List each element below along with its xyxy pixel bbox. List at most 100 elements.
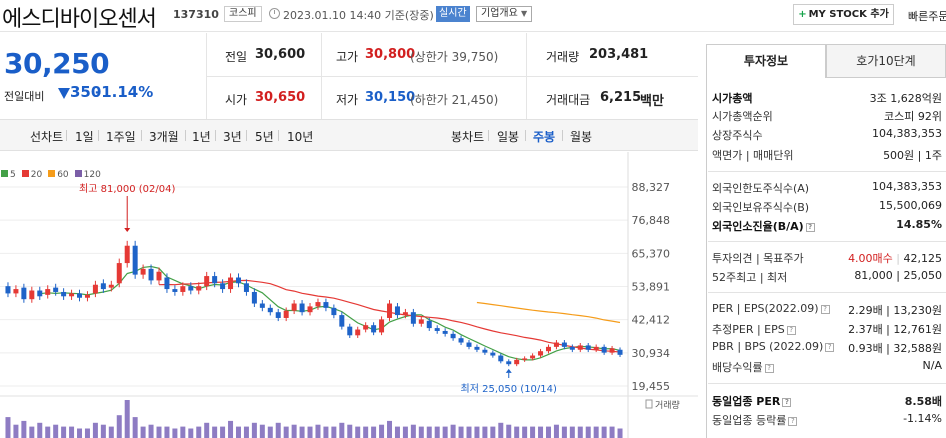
- volume-bar: [164, 426, 170, 438]
- lower-limit: (하한가 21,450): [410, 93, 499, 107]
- tab-hoga[interactable]: 호가10단계: [826, 44, 946, 78]
- candle-body: [148, 268, 154, 281]
- tab-weekly[interactable]: 주봉: [533, 130, 556, 144]
- est-per-row: 추정PER | EPS? 2.37배 | 12,761원: [712, 320, 942, 338]
- divider: [278, 130, 279, 141]
- help-icon[interactable]: ?: [786, 326, 796, 335]
- candle-body: [506, 361, 512, 365]
- volume-bar: [474, 426, 480, 438]
- candle-body: [315, 302, 321, 307]
- plus-icon: +: [798, 9, 807, 20]
- company-overview-dropdown[interactable]: 기업개요 ▼: [476, 6, 533, 22]
- quick-order-link[interactable]: 빠른주문: [908, 10, 946, 23]
- volume-bar: [577, 426, 583, 438]
- prev-close-value: 30,600: [255, 47, 306, 62]
- foreign-limit-label: 외국인한도주식수(A): [712, 182, 810, 195]
- candle-body: [339, 315, 345, 327]
- volume-bar: [100, 424, 106, 438]
- tab-1day[interactable]: 1일: [75, 130, 94, 144]
- volume-legend-box: [645, 399, 653, 409]
- candle-chart-label: 봉차트: [451, 130, 485, 144]
- volume-bar: [92, 422, 98, 438]
- volume-bar: [339, 422, 345, 438]
- candle-body: [37, 290, 43, 297]
- divider: [246, 130, 247, 141]
- help-icon[interactable]: ?: [788, 417, 798, 426]
- candle-body: [251, 291, 257, 304]
- industry-rate-row: 동일업종 등락률? -1.14%: [712, 411, 942, 429]
- open-value: 30,650: [255, 90, 306, 105]
- y-tick-label: 19,455: [632, 380, 671, 393]
- price-chart[interactable]: 88,327 76,848 65,370 53,891 42,412 30,934 19,4…: [0, 152, 698, 438]
- volume-bar: [593, 426, 599, 438]
- market-badge: 코스피: [224, 6, 262, 22]
- volume-bar: [553, 424, 559, 438]
- volume-bar: [410, 424, 416, 438]
- candle-body: [164, 277, 170, 290]
- volume-bar: [450, 424, 456, 438]
- dividend-label: 배당수익률?: [712, 359, 774, 375]
- tab-monthly[interactable]: 월봉: [570, 130, 593, 144]
- industry-rate-label: 동일업종 등락률?: [712, 412, 798, 428]
- upper-limit: (상한가 39,750): [410, 50, 499, 64]
- help-icon[interactable]: ?: [805, 223, 815, 232]
- tab-1week[interactable]: 1주일: [106, 130, 136, 144]
- help-icon[interactable]: ?: [782, 398, 792, 407]
- volume-bar: [204, 422, 210, 438]
- candle-body: [371, 325, 377, 333]
- tab-5year[interactable]: 5년: [255, 130, 274, 144]
- volume-bar: [220, 426, 226, 438]
- y-tick-label: 30,934: [632, 347, 671, 360]
- volume-bar: [561, 426, 567, 438]
- candle-body: [108, 284, 114, 288]
- candle-body: [116, 263, 122, 284]
- low-arrow: [505, 368, 512, 373]
- volume-bar: [347, 424, 353, 438]
- open-label: 시가: [225, 93, 248, 107]
- tab-10year[interactable]: 10년: [287, 130, 314, 144]
- add-mystock-button[interactable]: + MY STOCK 추가: [793, 4, 894, 25]
- volume-bar: [228, 420, 234, 438]
- market-cap-label: 시가총액: [712, 92, 753, 105]
- help-icon[interactable]: ?: [764, 364, 774, 373]
- divider: [66, 130, 67, 141]
- price-change: 350: [70, 83, 102, 101]
- divider: [525, 130, 526, 141]
- volume-bar: [490, 426, 496, 438]
- line-chart-label: 선차트: [30, 130, 64, 144]
- candle-body: [196, 286, 202, 291]
- realtime-button[interactable]: 실시간: [436, 6, 470, 22]
- tab-daily[interactable]: 일봉: [497, 130, 520, 144]
- candle-body: [418, 319, 424, 324]
- industry-rate-label-text: 동일업종 등락률: [712, 414, 787, 427]
- candle-body: [490, 352, 496, 356]
- candle-body: [617, 349, 623, 355]
- high-label: 고가: [336, 50, 359, 64]
- industry-per-label-text: 동일업종 PER: [712, 395, 781, 408]
- volume-bar: [458, 426, 464, 438]
- y-tick-label: 42,412: [632, 314, 671, 327]
- tab-3month[interactable]: 3개월: [149, 130, 179, 144]
- tab-1year[interactable]: 1년: [192, 130, 211, 144]
- candle-body: [283, 310, 289, 318]
- par-value-value: 500원 | 1주: [883, 149, 942, 162]
- help-icon[interactable]: ?: [825, 343, 835, 352]
- tab-invest-info[interactable]: 투자정보: [706, 44, 826, 78]
- y-tick-label: 53,891: [632, 281, 671, 294]
- volume-bar: [172, 428, 178, 438]
- volume-bar: [323, 426, 329, 438]
- divider: [141, 130, 142, 141]
- volume-bar: [442, 426, 448, 438]
- legend-label: 60: [57, 170, 69, 180]
- tab-3year[interactable]: 3년: [223, 130, 242, 144]
- volume-bar: [617, 428, 623, 438]
- volume-bar: [267, 426, 273, 438]
- y-tick-label: 65,370: [632, 247, 671, 260]
- volume-bar: [84, 428, 90, 438]
- volume-bar: [212, 426, 218, 438]
- help-icon[interactable]: ?: [820, 305, 830, 314]
- foreign-limit-row: 외국인한도주식수(A) 104,383,353: [712, 179, 942, 197]
- listed-shares-label: 상장주식수: [712, 129, 763, 142]
- y-tick-label: 88,327: [632, 181, 671, 194]
- volume-bar: [331, 426, 337, 438]
